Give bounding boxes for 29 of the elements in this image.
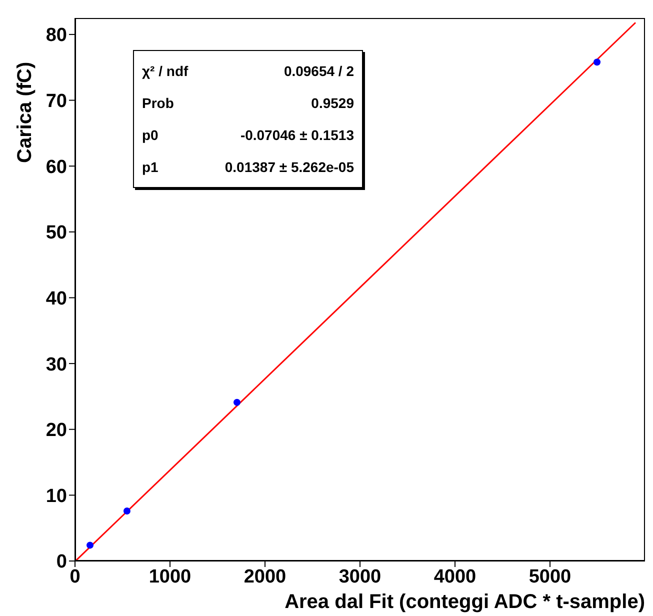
- point: [594, 58, 601, 66]
- annotation: Prob: [142, 95, 174, 111]
- y-tick-label: 80: [46, 25, 67, 46]
- y-tick-label: 70: [46, 91, 67, 112]
- point: [233, 398, 240, 406]
- y-tick-label: 40: [46, 288, 67, 310]
- x-tick-label: 3000: [338, 566, 382, 588]
- annotation: -0.07046 ± 0.1513: [240, 127, 354, 143]
- x-tick-label: 1000: [148, 566, 192, 588]
- y-tick-label: 10: [46, 486, 67, 507]
- y-tick-label: 30: [46, 354, 67, 376]
- annotation: 0.09654 / 2: [284, 63, 354, 79]
- y-tick-label: 50: [46, 222, 67, 244]
- point: [123, 507, 130, 514]
- annotation: p0: [142, 127, 158, 143]
- x-tick-label: 0: [70, 566, 80, 588]
- annotation: 0.9529: [311, 95, 354, 111]
- x-axis-title: Area dal Fit (conteggi ADC * t-sample): [284, 591, 645, 613]
- point: [86, 542, 94, 549]
- y-tick-label: 60: [46, 156, 67, 178]
- annotation: p1: [142, 159, 158, 175]
- annotation: 0.01387 ± 5.262e-05: [224, 159, 354, 175]
- y-tick-label: 0: [56, 552, 67, 573]
- y-tick-label: 20: [46, 420, 67, 442]
- x-tick-label: 4000: [434, 566, 476, 588]
- y-axis-title: Carica (fC): [14, 62, 36, 163]
- x-tick-label: 2000: [244, 566, 286, 588]
- x-tick-label: 5000: [528, 566, 572, 588]
- annotation: χ² / ndf: [142, 63, 188, 79]
